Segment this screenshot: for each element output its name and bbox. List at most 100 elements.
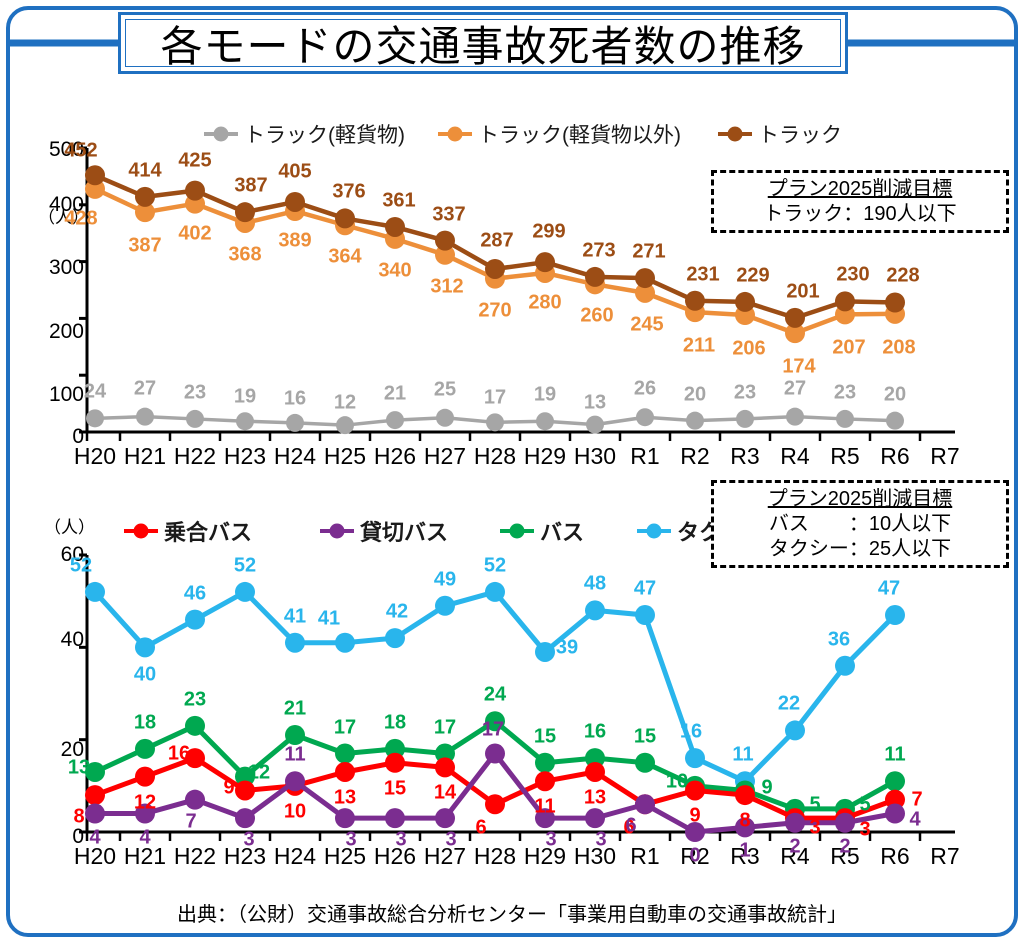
data-point-label: 340 [378, 259, 411, 282]
data-point-label: 42 [386, 601, 408, 624]
data-point-label: 52 [484, 554, 506, 577]
data-point-label: 17 [484, 387, 506, 410]
top-chart-plot [0, 95, 1024, 485]
data-point-label: 13 [584, 391, 606, 414]
data-point-label: 0 [689, 845, 700, 868]
data-point-label: 452 [64, 140, 97, 163]
data-point-label: 211 [683, 335, 715, 358]
data-point-label: 52 [70, 554, 92, 577]
data-point-label: 16 [168, 743, 190, 766]
data-point-label: 10 [284, 800, 306, 823]
data-point-label: 3 [859, 819, 870, 842]
data-point-label: 3 [345, 829, 356, 852]
data-point-label: 428 [64, 207, 97, 230]
data-point-label: 389 [278, 230, 311, 253]
data-point-label: 229 [736, 264, 769, 287]
data-point-label: 17 [434, 716, 456, 739]
data-point-label: 11 [534, 796, 555, 819]
data-point-label: 405 [278, 160, 311, 183]
data-point-label: 23 [734, 381, 756, 404]
data-point-label: 361 [382, 189, 415, 212]
data-point-label: 13 [68, 756, 90, 779]
data-point-label: 5 [809, 793, 820, 816]
data-point-label: 4 [89, 826, 100, 849]
data-point-label: 39 [556, 636, 578, 659]
data-point-label: 18 [134, 711, 156, 734]
x-axis-label: R7 [915, 843, 975, 870]
data-point-label: 2 [789, 835, 800, 858]
page-title-box: 各モードの交通事故死者数の推移 [118, 12, 848, 74]
data-point-label: 206 [732, 337, 765, 360]
data-point-label: 2 [839, 835, 850, 858]
data-point-label: 16 [584, 721, 606, 744]
data-point-label: 20 [884, 383, 906, 406]
data-point-label: 299 [532, 221, 565, 244]
data-point-label: 287 [480, 229, 513, 252]
data-point-label: 17 [334, 716, 356, 739]
data-point-label: 5 [859, 793, 870, 816]
data-point-label: 280 [528, 291, 561, 314]
data-point-label: 24 [84, 381, 106, 404]
x-axis-label: R7 [915, 443, 975, 470]
truck-fatalities-chart: （人） 500 400 300 200 100 0 トラック(軽貨物) トラック… [0, 95, 1024, 485]
data-point-label: 425 [178, 149, 211, 172]
data-point-label: 11 [284, 744, 305, 767]
data-point-label: 52 [234, 554, 256, 577]
data-point-label: 228 [886, 265, 919, 288]
data-point-label: 47 [634, 578, 656, 601]
data-point-label: 41 [318, 607, 340, 630]
data-point-label: 4 [139, 826, 150, 849]
data-point-label: 8 [73, 806, 84, 829]
data-point-label: 11 [884, 744, 905, 767]
data-point-label: 3 [445, 829, 456, 852]
data-point-label: 12 [334, 392, 356, 415]
data-point-label: 3 [595, 829, 606, 852]
data-point-label: 24 [484, 684, 506, 707]
data-point-label: 23 [184, 381, 206, 404]
data-point-label: 15 [534, 725, 556, 748]
data-point-label: 47 [878, 578, 900, 601]
source-citation: 出典：（公財）交通事故総合分析センター「事業用自動車の交通事故統計」 [0, 898, 1024, 927]
data-point-label: 36 [828, 628, 850, 651]
data-point-label: 21 [384, 383, 406, 406]
data-point-label: 273 [582, 239, 615, 262]
data-point-label: 9 [689, 805, 700, 828]
data-point-label: 402 [178, 222, 211, 245]
data-point-label: 12 [248, 761, 270, 784]
data-point-label: 26 [634, 378, 656, 401]
data-point-label: 22 [778, 693, 800, 716]
data-point-label: 19 [234, 386, 256, 409]
data-point-label: 271 [632, 241, 665, 264]
data-point-label: 9 [223, 777, 234, 800]
data-point-label: 27 [784, 377, 806, 400]
data-point-label: 368 [228, 243, 261, 266]
data-point-label: 8 [739, 810, 750, 833]
data-point-label: 387 [128, 235, 161, 258]
data-point-label: 245 [630, 313, 663, 336]
data-point-label: 41 [284, 605, 306, 628]
data-point-label: 13 [584, 786, 606, 809]
data-point-label: 207 [832, 337, 865, 360]
data-point-label: 7 [185, 810, 196, 833]
data-point-label: 174 [782, 356, 815, 379]
data-point-label: 49 [434, 568, 456, 591]
data-point-label: 3 [545, 829, 556, 852]
chart-page: 各モードの交通事故死者数の推移 （人） 500 400 300 200 100 … [0, 0, 1024, 943]
page-title: 各モードの交通事故死者数の推移 [160, 13, 805, 74]
data-point-label: 6 [625, 815, 636, 838]
data-point-label: 13 [334, 786, 356, 809]
data-point-label: 414 [128, 159, 161, 182]
data-point-label: 312 [430, 275, 463, 298]
data-point-label: 6 [475, 817, 486, 840]
data-point-label: 387 [234, 175, 267, 198]
data-point-label: 10 [666, 770, 688, 793]
data-point-label: 11 [732, 744, 753, 767]
data-point-label: 16 [680, 721, 702, 744]
data-point-label: 201 [786, 280, 819, 303]
data-point-label: 17 [482, 718, 504, 741]
data-point-label: 337 [432, 203, 465, 226]
data-point-label: 14 [434, 782, 456, 805]
data-point-label: 16 [284, 387, 306, 410]
data-point-label: 1 [739, 840, 750, 863]
data-point-label: 23 [184, 688, 206, 711]
